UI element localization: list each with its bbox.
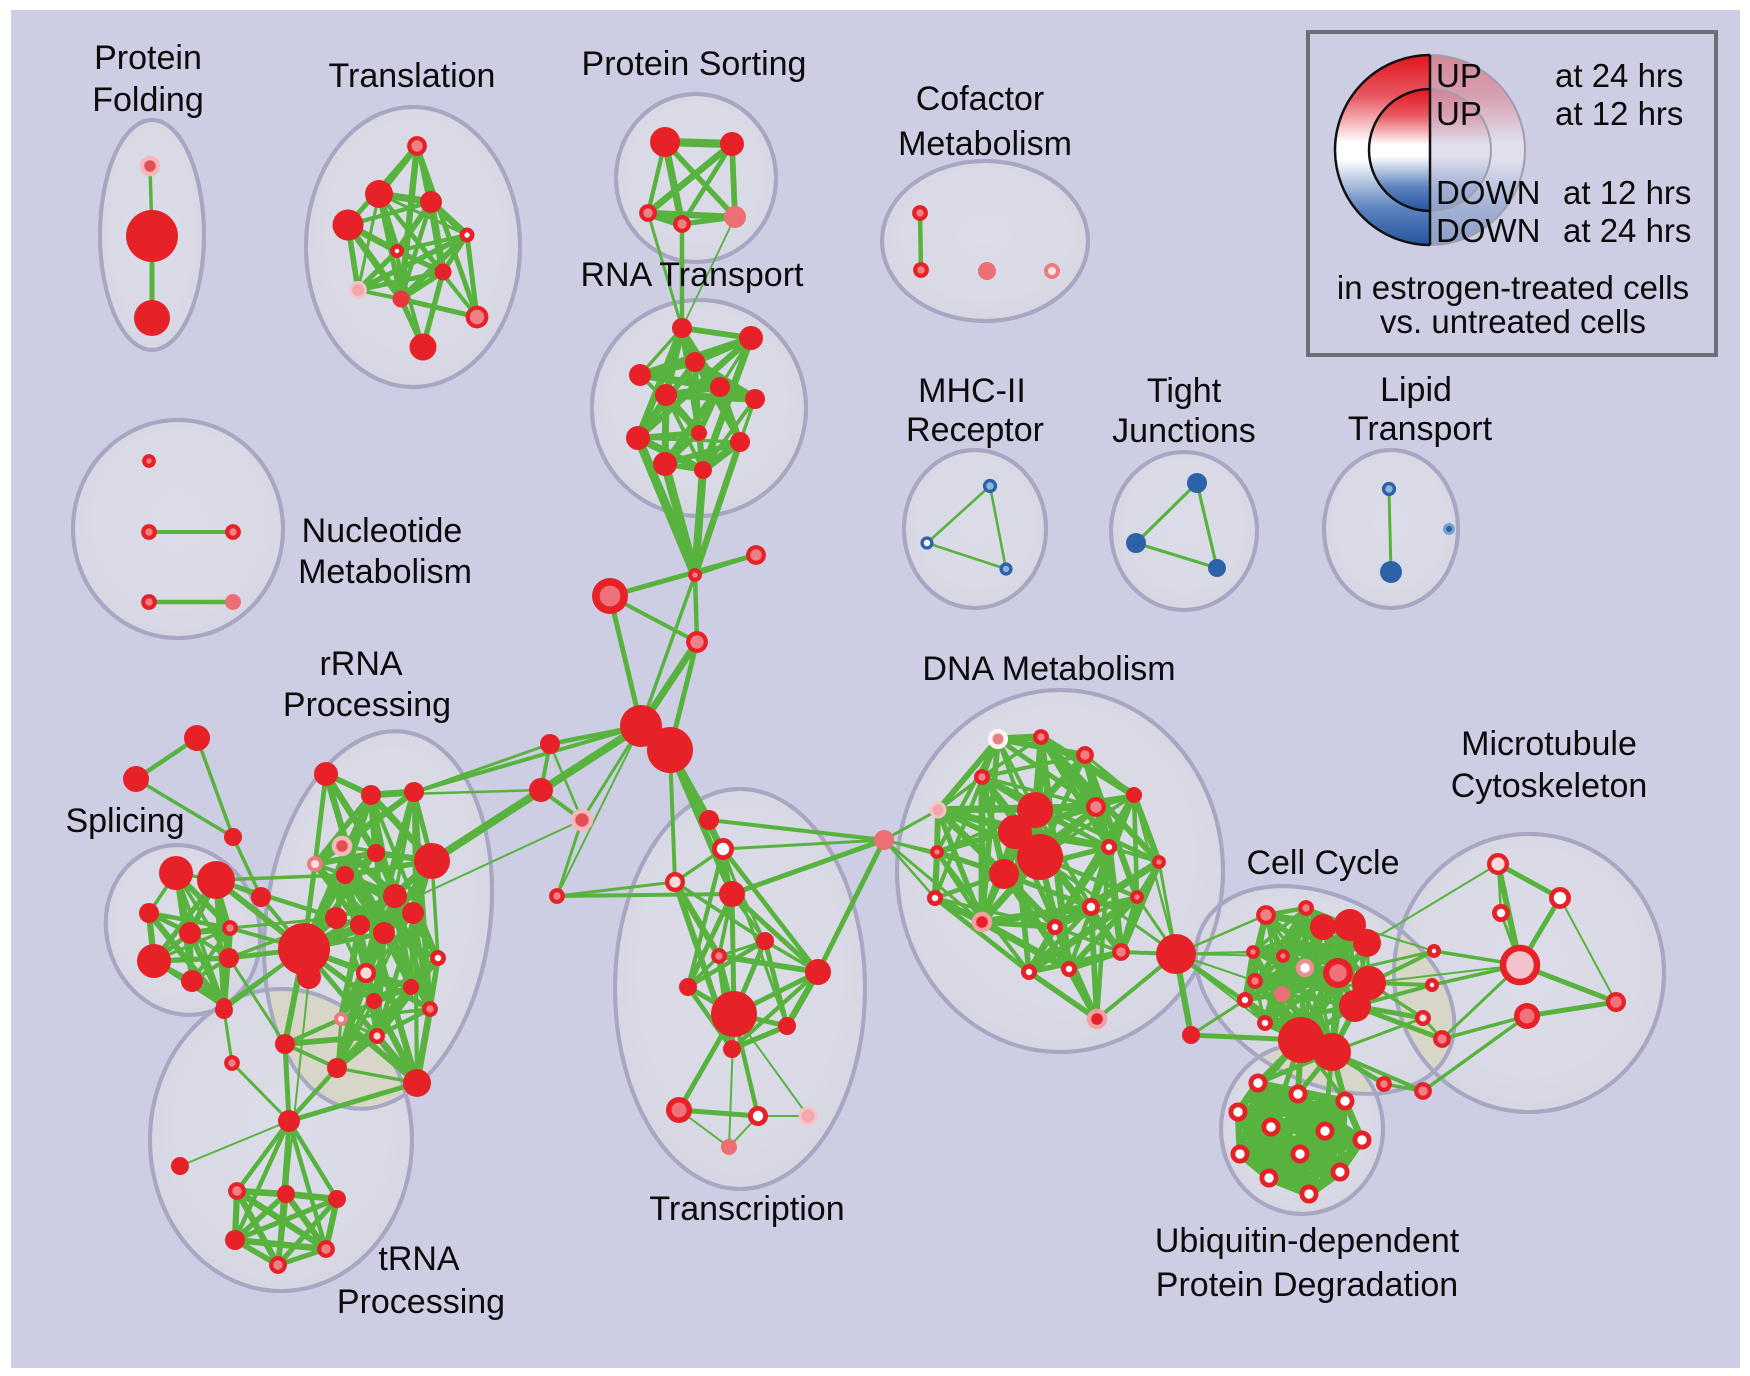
svg-text:Metabolism: Metabolism	[298, 553, 472, 591]
svg-text:Metabolism: Metabolism	[898, 125, 1072, 163]
svg-text:UP: UP	[1436, 57, 1482, 94]
svg-text:Cell Cycle: Cell Cycle	[1246, 844, 1399, 882]
svg-text:Splicing: Splicing	[65, 802, 184, 840]
svg-text:rRNA: rRNA	[319, 645, 402, 683]
svg-text:at 12 hrs: at 12 hrs	[1563, 174, 1691, 211]
svg-text:DOWN: DOWN	[1436, 212, 1540, 249]
svg-text:Processing: Processing	[283, 686, 451, 724]
svg-text:RNA Transport: RNA Transport	[581, 256, 805, 294]
svg-text:Translation: Translation	[329, 57, 496, 95]
svg-text:DOWN: DOWN	[1436, 174, 1540, 211]
svg-text:Microtubule: Microtubule	[1461, 725, 1637, 763]
svg-text:Folding: Folding	[92, 81, 204, 119]
svg-text:UP: UP	[1436, 95, 1482, 132]
svg-text:vs. untreated cells: vs. untreated cells	[1380, 303, 1646, 340]
svg-text:Cofactor: Cofactor	[916, 80, 1045, 118]
svg-text:Protein Sorting: Protein Sorting	[582, 45, 807, 83]
svg-text:Transcription: Transcription	[649, 1190, 844, 1228]
svg-text:Ubiquitin-dependent: Ubiquitin-dependent	[1155, 1222, 1460, 1260]
svg-text:at 24 hrs: at 24 hrs	[1555, 57, 1683, 94]
svg-text:Receptor: Receptor	[906, 411, 1044, 449]
svg-text:Junctions: Junctions	[1112, 412, 1256, 450]
svg-text:Nucleotide: Nucleotide	[302, 512, 463, 550]
svg-text:Transport: Transport	[1348, 410, 1493, 448]
svg-text:at 12 hrs: at 12 hrs	[1555, 95, 1683, 132]
svg-text:tRNA: tRNA	[378, 1240, 460, 1278]
svg-text:at 24 hrs: at 24 hrs	[1563, 212, 1691, 249]
svg-text:in estrogen-treated cells: in estrogen-treated cells	[1337, 269, 1689, 306]
svg-text:Protein Degradation: Protein Degradation	[1156, 1266, 1458, 1304]
svg-text:DNA Metabolism: DNA Metabolism	[922, 650, 1175, 688]
svg-text:MHC-II: MHC-II	[918, 372, 1026, 410]
svg-text:Tight: Tight	[1147, 372, 1222, 410]
svg-text:Processing: Processing	[337, 1283, 505, 1321]
svg-text:Lipid: Lipid	[1380, 371, 1452, 409]
svg-text:Protein: Protein	[94, 39, 202, 77]
svg-text:Cytoskeleton: Cytoskeleton	[1451, 767, 1648, 805]
